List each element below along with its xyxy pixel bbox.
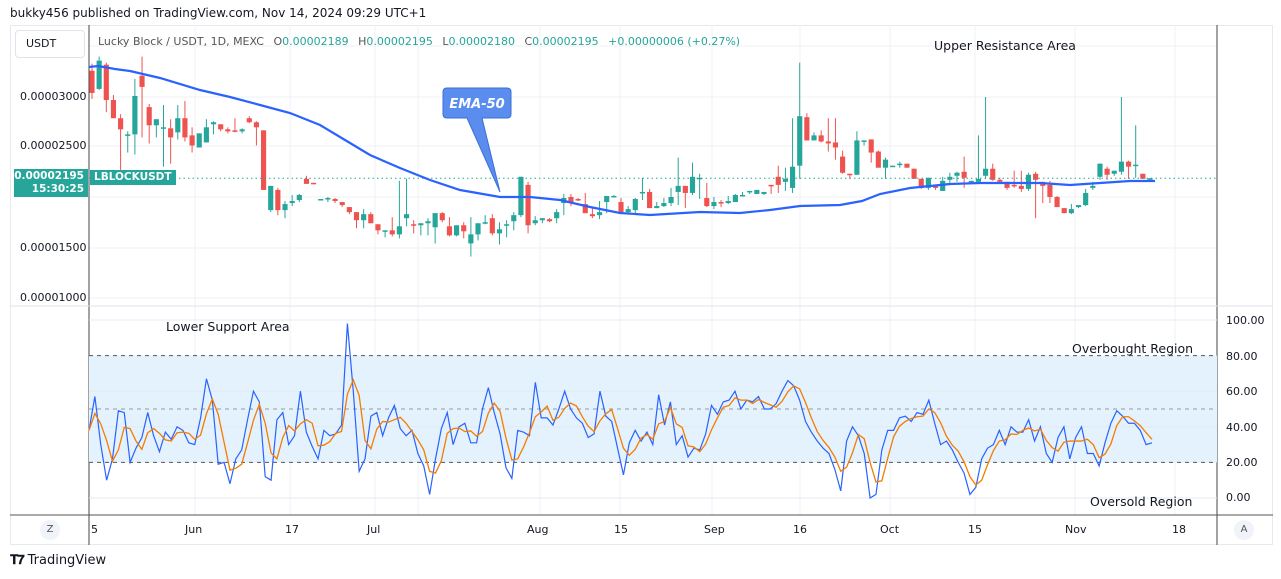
close-label: C	[524, 35, 533, 48]
upper-resistance-label: Upper Resistance Area	[934, 38, 1076, 53]
open-value: 0.00002189	[282, 35, 349, 48]
symbol-legend: Lucky Block / USDT, 1D, MEXC O0.00002189…	[98, 35, 740, 48]
svg-text:EMA-50: EMA-50	[449, 97, 504, 112]
overbought-label: Overbought Region	[1072, 341, 1194, 356]
close-value: 0.00002195	[532, 35, 599, 48]
time-tick: 5	[91, 523, 98, 536]
osc-tick: 100.00	[1226, 314, 1265, 327]
auto-scale-button[interactable]: A	[1234, 520, 1254, 540]
tradingview-logo[interactable]: 𝐓𝟕 TradingView	[10, 553, 106, 568]
timezone-button[interactable]: Z	[40, 520, 60, 540]
bar-countdown: 15:30:25	[31, 183, 84, 195]
lower-support-label: Lower Support Area	[166, 319, 290, 334]
time-tick: 15	[968, 523, 982, 536]
time-tick: 15	[614, 523, 628, 536]
current-price-tag: 0.00002195 15:30:25	[14, 169, 88, 197]
time-tick: Jul	[367, 523, 381, 536]
time-tick: Oct	[880, 523, 900, 536]
price-tick: 0.00003000	[20, 90, 87, 103]
time-tick: Nov	[1065, 523, 1087, 536]
open-label: O	[273, 35, 283, 48]
osc-tick: 60.00	[1226, 385, 1258, 398]
osc-tick: 20.00	[1226, 456, 1258, 469]
price-tick: 0.00002500	[20, 139, 87, 152]
currency-selector[interactable]: USDT	[15, 30, 85, 58]
low-value: 0.00002180	[448, 35, 515, 48]
osc-tick: 40.00	[1226, 421, 1258, 434]
osc-tick: 80.00	[1226, 350, 1258, 363]
time-tick: Sep	[704, 523, 725, 536]
low-label: L	[442, 35, 449, 48]
change-value: +0.00000006 (+0.27%)	[608, 35, 741, 48]
time-tick: 17	[285, 523, 299, 536]
current-price: 0.00002195	[14, 170, 84, 182]
tradingview-mark-icon: 𝐓𝟕	[10, 553, 25, 568]
oversold-label: Oversold Region	[1090, 494, 1193, 509]
time-tick: 16	[793, 523, 807, 536]
chart-frame	[10, 25, 1273, 545]
publisher-line: bukky456 published on TradingView.com, N…	[10, 6, 427, 20]
osc-tick: 0.00	[1226, 491, 1251, 504]
time-tick: Jun	[185, 523, 203, 536]
time-tick: Aug	[527, 523, 549, 536]
price-tick: 0.00001500	[20, 241, 87, 254]
symbol-tag: LBLOCKUSDT	[90, 170, 176, 185]
brand-name: TradingView	[27, 553, 107, 568]
symbol-title: Lucky Block / USDT, 1D, MEXC	[98, 35, 264, 48]
price-tick: 0.00001000	[20, 291, 87, 304]
high-value: 0.00002195	[366, 35, 433, 48]
time-tick: 18	[1172, 523, 1186, 536]
high-label: H	[358, 35, 367, 48]
